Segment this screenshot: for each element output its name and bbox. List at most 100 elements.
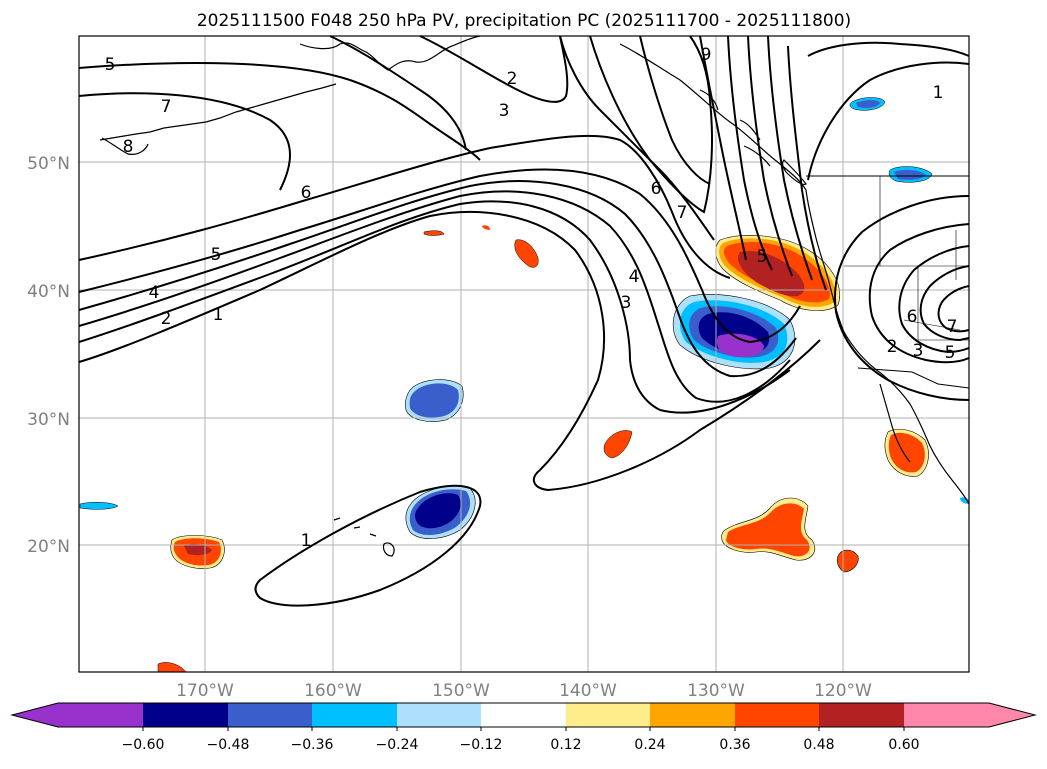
colorbar-segment (735, 703, 819, 727)
contour-label: 7 (677, 203, 688, 223)
colorbar-outline (10, 702, 1037, 728)
colorbar: −0.60 −0.48 −0.36 −0.24 −0.12 0.12 0.24 … (10, 702, 1037, 753)
negative-anomaly-west (404, 379, 464, 422)
vancouver-island (782, 159, 807, 185)
baja-coast (879, 383, 911, 463)
lat-label: 50°N (27, 154, 70, 174)
contour-trough-6 (78, 134, 731, 279)
contour-label: 1 (933, 83, 944, 103)
us-west-coast (805, 189, 970, 505)
colorbar-tick-label: −0.24 (376, 737, 419, 753)
lon-label: 120°W (814, 681, 872, 701)
contour-label: 8 (123, 137, 134, 157)
contour-cutoff-1 (868, 223, 970, 364)
colorbar-tick-label: −0.48 (207, 737, 250, 753)
contour-label: 2 (161, 309, 172, 329)
map-background (79, 36, 969, 672)
contour-labels: 5 7 8 6 5 4 2 1 2 3 9 6 7 4 3 5 1 6 7 2 … (105, 45, 958, 551)
map-frame (78, 35, 970, 673)
contour-ridge-9 (807, 61, 970, 181)
coastlines (99, 35, 970, 557)
contour-label: 9 (701, 45, 712, 65)
contour-trough-2 (78, 200, 791, 414)
colorbar-tick-label: 0.60 (888, 737, 919, 753)
colorbar-segments (12, 703, 1035, 727)
precipitation-shading (79, 97, 970, 673)
contour-trough-3 (78, 190, 791, 403)
contour-label: 3 (913, 341, 924, 361)
colorbar-extend-low (12, 703, 58, 727)
contour-north-1 (78, 92, 291, 191)
negative-anomaly-hawaii (405, 485, 476, 539)
colorbar-tick-label: −0.12 (460, 737, 503, 753)
contour-trough-4 (78, 180, 797, 378)
positive-anomaly-california (715, 235, 840, 311)
contour-ridge-3 (699, 35, 747, 261)
contour-label: 2 (507, 69, 518, 89)
contour-cutoff-2 (898, 245, 970, 354)
contour-label: 5 (211, 245, 222, 265)
colorbar-segment (228, 703, 312, 727)
pv-contours (78, 35, 970, 607)
colorbar-segment (650, 703, 735, 727)
lon-label: 130°W (687, 681, 745, 701)
contour-trough-5 (78, 168, 801, 344)
contour-north-5 (559, 35, 715, 241)
positive-anomaly-small (157, 225, 633, 673)
lat-label: 20°N (27, 537, 70, 557)
colorbar-tick-label: −0.60 (122, 737, 165, 753)
negative-anomaly-small (79, 97, 970, 510)
contour-label: 5 (757, 247, 768, 267)
contour-label: 4 (149, 283, 160, 303)
contour-label: 5 (945, 343, 956, 363)
contour-label: 6 (301, 183, 312, 203)
contour-label: 1 (213, 305, 224, 325)
latitude-labels: 50°N 40°N 30°N 20°N (27, 154, 70, 557)
lon-label: 140°W (559, 681, 617, 701)
hawaii-islands (333, 517, 395, 557)
alaska-panhandle (619, 43, 807, 191)
contour-label: 4 (629, 267, 640, 287)
contour-north-2 (78, 62, 481, 161)
contour-label: 6 (907, 307, 918, 327)
lon-label: 170°W (176, 681, 234, 701)
colorbar-segment (819, 703, 904, 727)
us-mexico-border (857, 367, 970, 389)
figure-title: 2025111500 F048 250 hPa PV, precipitatio… (197, 11, 851, 31)
colorbar-segment (481, 703, 566, 727)
lon-label: 160°W (304, 681, 362, 701)
contour-ridge-6 (767, 35, 813, 281)
bering-fragment (101, 137, 149, 155)
contour-label: 7 (947, 317, 958, 337)
contour-cutoff-4 (937, 285, 970, 333)
contour-label: 3 (499, 101, 510, 121)
contour-trough-outer (78, 211, 821, 492)
contour-ridge-2 (639, 35, 711, 185)
contour-label: 6 (651, 179, 662, 199)
contour-label: 5 (105, 55, 116, 75)
map-panel: 5 7 8 6 5 4 2 1 2 3 9 6 7 4 3 5 1 6 7 2 … (78, 35, 970, 673)
contour-north-3 (329, 35, 467, 151)
contour-cutoff-3 (919, 265, 970, 342)
colorbar-segment (397, 703, 481, 727)
contour-label: 1 (301, 531, 312, 551)
colorbar-tick-label: 0.36 (719, 737, 750, 753)
colorbar-tick-label: 0.12 (550, 737, 581, 753)
colorbar-segment (143, 703, 228, 727)
colorbar-segment (58, 703, 143, 727)
contour-label: 2 (887, 337, 898, 357)
contour-hawaii-1 (254, 484, 482, 607)
contour-label: 7 (161, 97, 172, 117)
colorbar-segment (566, 703, 650, 727)
contour-cutoff-5 (834, 195, 970, 401)
longitude-labels: 170°W 160°W 150°W 140°W 130°W 120°W (176, 681, 872, 701)
lat-label: 40°N (27, 282, 70, 302)
contour-ridge-7 (787, 45, 827, 291)
lat-label: 30°N (27, 410, 70, 430)
aleutian-chain (99, 83, 337, 141)
negative-anomaly-offshore (672, 293, 796, 370)
lon-label: 150°W (432, 681, 490, 701)
colorbar-tick-label: −0.36 (291, 737, 334, 753)
